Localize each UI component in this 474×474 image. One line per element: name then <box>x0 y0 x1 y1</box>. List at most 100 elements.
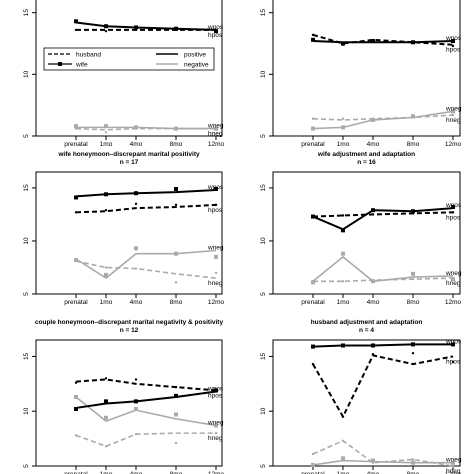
series-line-wpos <box>312 343 453 348</box>
data-point-wpos <box>74 407 78 412</box>
data-point-hneg <box>214 127 218 130</box>
data-point-hpos <box>341 415 345 418</box>
data-point-hpos <box>451 211 455 214</box>
data-point-wneg <box>74 124 78 129</box>
x-tick-label: 8mo <box>407 471 420 474</box>
data-point-hneg <box>134 267 138 270</box>
x-tick-label: 12mo <box>208 141 225 148</box>
legend-label: positive <box>184 52 206 59</box>
data-point-wpos <box>451 205 455 210</box>
data-point-wpos <box>174 186 178 191</box>
data-point-wneg <box>134 125 138 130</box>
series-label-wneg: wneg <box>445 270 462 277</box>
data-point-hneg <box>74 434 78 437</box>
series-label-wneg: wneg <box>207 245 224 252</box>
panel-subtitle: n = 17 <box>120 159 139 166</box>
data-point-hpos <box>411 351 415 355</box>
plot-frame <box>35 0 223 137</box>
chart-panel-2: 5 10 15 prenatal 1mo 4mo 8mo 12mo wneg hneg hpos wp… <box>260 0 462 148</box>
x-tick-label: 8mo <box>170 299 183 306</box>
panel-subtitle: n = 16 <box>357 159 376 166</box>
data-point-wpos <box>174 26 178 31</box>
series-label-wpos: wpos <box>207 24 224 31</box>
series-label-hpos: hpos <box>446 358 461 365</box>
data-point-wneg <box>174 251 178 256</box>
data-point-wneg <box>134 246 138 251</box>
data-point-wneg <box>104 415 108 420</box>
series-label-hneg: hneg <box>446 280 461 287</box>
data-point-hneg <box>371 279 375 282</box>
data-point-hpos <box>311 33 315 37</box>
series-line-hpos <box>75 378 217 392</box>
x-tick-label: 8mo <box>407 141 420 148</box>
data-point-wpos <box>104 399 108 404</box>
panel-title: wife adjustment and adaptation <box>317 151 415 158</box>
x-tick-label: 8mo <box>170 471 183 474</box>
data-point-hpos <box>74 28 78 32</box>
x-tick-label: 4mo <box>130 299 143 306</box>
series-line-wpos <box>75 390 217 409</box>
x-tick-label: 1mo <box>337 299 350 306</box>
data-point-wpos <box>214 186 218 191</box>
series-line-hneg <box>312 439 454 467</box>
data-point-wneg <box>411 460 415 465</box>
y-tick-label: 5 <box>23 464 30 468</box>
panel-subtitle: n = 12 <box>120 327 139 334</box>
x-tick-label: 1mo <box>337 141 350 148</box>
series-label-wpos: wpos <box>445 202 462 209</box>
data-point-hneg <box>174 441 178 445</box>
data-point-hpos <box>214 203 218 207</box>
series-line-hpos <box>75 203 217 214</box>
data-point-hneg <box>104 266 108 269</box>
data-point-wpos <box>311 214 315 219</box>
series-label-wneg: wneg <box>445 457 462 464</box>
x-tick-label: 12mo <box>445 471 462 474</box>
panel-subtitle: n = 4 <box>359 327 374 334</box>
legend-label: wife <box>75 62 88 69</box>
data-point-hpos <box>104 208 108 212</box>
series-label-hpos: hpos <box>208 207 223 214</box>
data-point-hpos <box>311 362 315 366</box>
data-point-wneg <box>134 407 138 412</box>
series-line-hpos <box>312 33 454 46</box>
data-point-hneg <box>411 458 415 461</box>
data-point-wneg <box>341 251 345 256</box>
x-tick-label: prenatal <box>301 299 325 306</box>
data-point-wneg <box>451 460 455 465</box>
y-tick-label: 5 <box>260 464 267 468</box>
data-point-hneg <box>411 277 415 281</box>
data-point-hneg <box>74 258 78 262</box>
series-label-hneg: hneg <box>446 468 461 474</box>
x-tick-label: 12mo <box>208 471 225 474</box>
x-tick-label: 12mo <box>445 141 462 148</box>
series-label-hpos: hpos <box>208 392 223 399</box>
data-point-hneg <box>341 439 345 442</box>
x-tick-label: 8mo <box>407 299 420 306</box>
data-point-wpos <box>134 25 138 30</box>
series-label-wpos: wpos <box>207 184 224 191</box>
x-tick-label: 1mo <box>100 299 113 306</box>
data-point-hneg <box>311 117 315 120</box>
series-line-hneg <box>75 260 217 279</box>
data-point-hneg <box>451 113 455 117</box>
data-point-hneg <box>174 127 178 130</box>
data-point-wneg <box>451 109 455 114</box>
series-label-wneg: wneg <box>207 123 224 130</box>
data-point-wpos <box>341 41 345 46</box>
data-point-wpos <box>134 399 138 404</box>
plot-frame <box>35 171 223 295</box>
x-tick-label: prenatal <box>301 141 325 148</box>
series-label-wpos: wpos <box>207 385 224 392</box>
series-label-hneg: hneg <box>446 117 461 124</box>
plot-frame <box>272 171 461 295</box>
data-point-hpos <box>74 381 78 384</box>
plot-frame <box>272 339 461 467</box>
data-point-wpos <box>411 342 415 347</box>
data-point-hpos <box>104 29 108 33</box>
legend-marker <box>58 62 62 66</box>
chart-panel-5: couple honeymoon–discrepant marital nega… <box>23 319 225 474</box>
data-point-wpos <box>74 195 78 200</box>
